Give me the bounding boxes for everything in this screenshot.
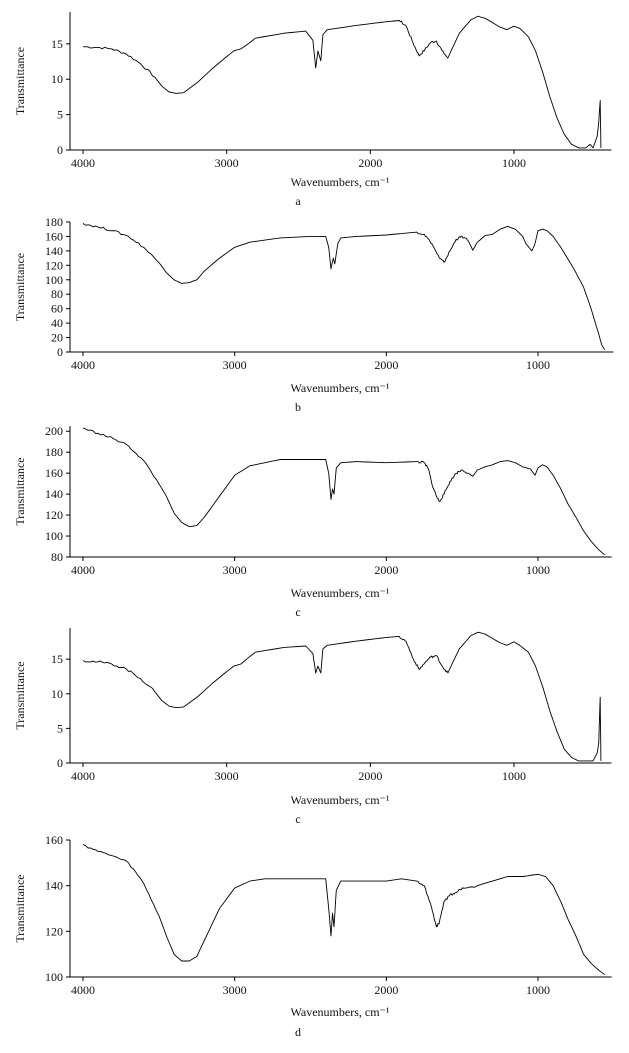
panel-caption: d	[295, 1025, 301, 1039]
y-tick-label: 100	[45, 273, 63, 287]
y-tick-label: 160	[45, 466, 63, 480]
y-tick-label: 100	[45, 529, 63, 543]
x-tick-label: 2000	[358, 156, 382, 170]
x-tick-label: 2000	[374, 563, 398, 577]
y-axis-title: Transmittance	[13, 253, 27, 321]
x-tick-label: 1000	[526, 563, 550, 577]
panel-caption: c	[295, 812, 300, 826]
y-axis-title: Transmittance	[13, 47, 27, 115]
y-tick-label: 200	[45, 424, 63, 438]
y-tick-label: 0	[57, 345, 63, 359]
y-tick-label: 180	[45, 215, 63, 229]
y-tick-label: 100	[45, 970, 63, 984]
spectrum-line	[82, 844, 605, 976]
y-tick-label: 160	[45, 229, 63, 243]
spectrum-panel-c-3: 80 100 120 140 160 180 200 4000 3000 2000 1000 Tran…	[13, 424, 612, 619]
panel-caption: a	[295, 194, 301, 208]
y-tick-label: 60	[51, 302, 63, 316]
spectrum-line	[82, 15, 602, 149]
x-tick-label: 4000	[71, 983, 95, 997]
y-tick-label: 140	[45, 879, 63, 893]
y-tick-label: 120	[45, 508, 63, 522]
x-tick-label: 1000	[526, 358, 550, 372]
y-axis-title: Transmittance	[13, 661, 27, 729]
y-tick-label: 5	[57, 108, 63, 122]
x-axis-title: Wavenumbers, cm⁻¹	[291, 1005, 390, 1019]
x-tick-label: 1000	[502, 156, 526, 170]
y-tick-label: 0	[57, 143, 63, 157]
panel-caption: b	[295, 400, 301, 414]
spectrum-panel-d-5: 100 120 140 160 4000 3000 2000 1000 Transmittanc…	[13, 833, 612, 1039]
x-axis-title: Wavenumbers, cm⁻¹	[291, 381, 390, 395]
y-tick-label: 40	[51, 316, 63, 330]
y-tick-label: 160	[45, 833, 63, 847]
x-tick-label: 3000	[215, 769, 239, 783]
x-tick-label: 4000	[71, 563, 95, 577]
y-tick-label: 140	[45, 244, 63, 258]
x-tick-label: 3000	[215, 156, 239, 170]
x-axis-title: Wavenumbers, cm⁻¹	[291, 586, 390, 600]
spectrum-line	[82, 631, 602, 762]
spectrum-panel-c-4: 0 5 10 15 4000 3000 2000 1000 Transmittance Waven…	[13, 628, 612, 826]
y-tick-label: 0	[57, 756, 63, 770]
y-tick-label: 80	[51, 287, 63, 301]
y-tick-label: 80	[51, 550, 63, 564]
y-tick-label: 5	[57, 721, 63, 735]
x-axis-title: Wavenumbers, cm⁻¹	[291, 793, 390, 807]
spectrum-line	[82, 223, 606, 351]
spectrum-panel-a-1: 0 5 10 15 4000 3000 2000 1000 Transmittance Waven…	[13, 12, 612, 208]
y-tick-label: 140	[45, 487, 63, 501]
y-tick-label: 120	[45, 258, 63, 272]
y-tick-label: 120	[45, 924, 63, 938]
x-tick-label: 4000	[71, 358, 95, 372]
y-tick-label: 180	[45, 445, 63, 459]
y-tick-label: 15	[51, 652, 63, 666]
panel-caption: c	[295, 605, 300, 619]
y-axis-title: Transmittance	[13, 874, 27, 942]
x-tick-label: 1000	[502, 769, 526, 783]
x-tick-label: 3000	[223, 563, 247, 577]
y-tick-label: 20	[51, 331, 63, 345]
x-tick-label: 1000	[526, 983, 550, 997]
y-tick-label: 10	[51, 72, 63, 86]
y-tick-label: 15	[51, 37, 63, 51]
spectrum-line	[82, 427, 605, 556]
y-axis-title: Transmittance	[13, 457, 27, 525]
x-tick-label: 3000	[223, 983, 247, 997]
x-tick-label: 3000	[223, 358, 247, 372]
x-tick-label: 4000	[71, 156, 95, 170]
x-tick-label: 2000	[374, 983, 398, 997]
x-tick-label: 2000	[358, 769, 382, 783]
x-tick-label: 4000	[71, 769, 95, 783]
x-axis-title: Wavenumbers, cm⁻¹	[291, 175, 390, 189]
y-tick-label: 10	[51, 687, 63, 701]
x-tick-label: 2000	[374, 358, 398, 372]
